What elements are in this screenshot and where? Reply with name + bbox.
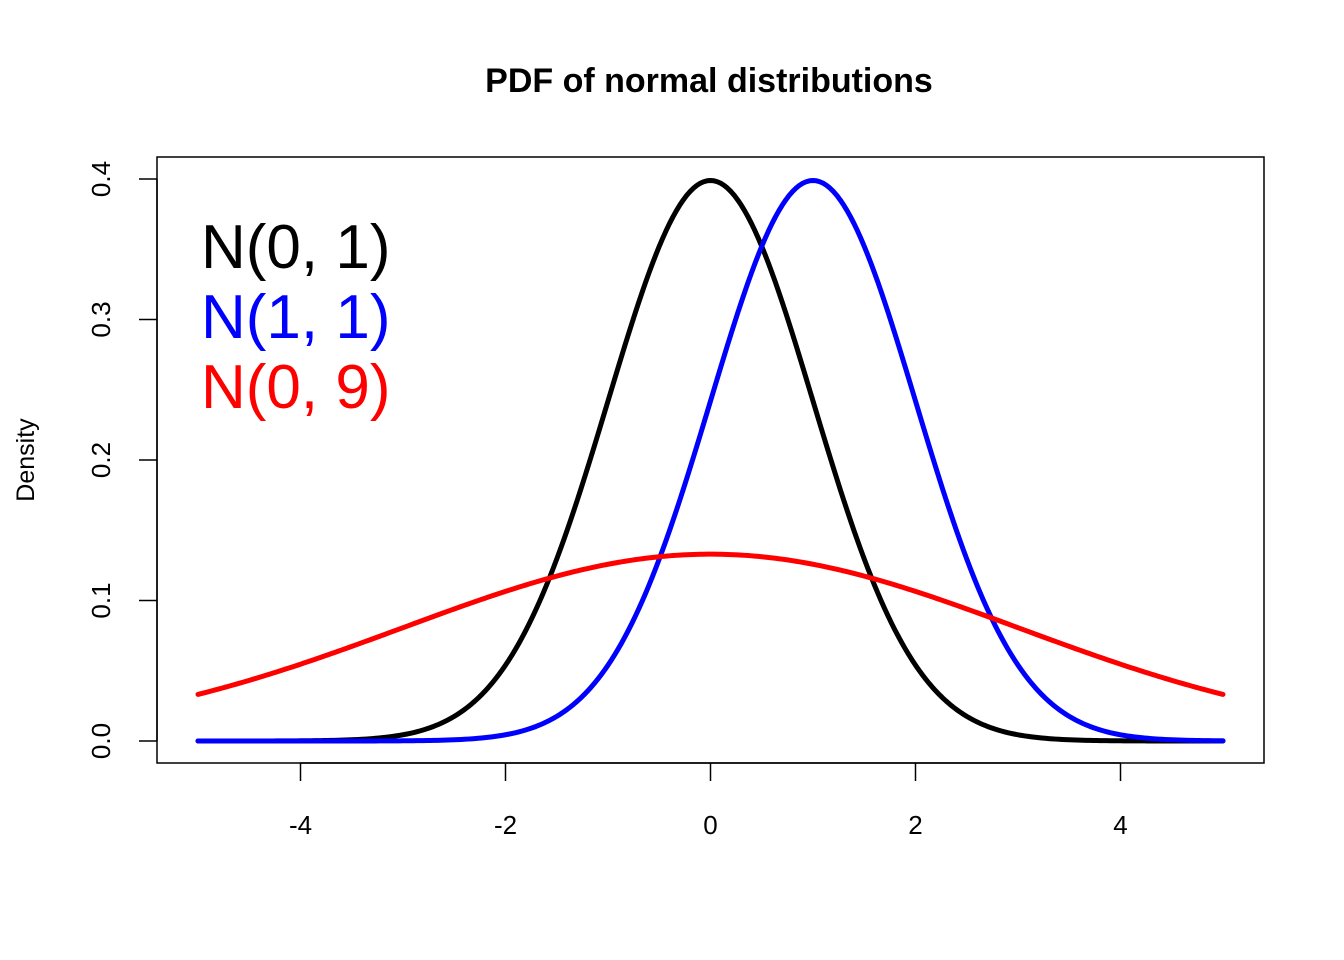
series-line-1 (195, 177, 1226, 744)
y-axis-label: Density (12, 418, 40, 502)
y-tick-label: 0.2 (86, 442, 116, 478)
y-tick-label: 0.3 (86, 301, 116, 337)
x-axis: -4 -2 0 2 4 (289, 762, 1128, 840)
x-tick-label: 0 (703, 810, 717, 840)
x-tick-label: -2 (494, 810, 517, 840)
legend-entry-2: N(0, 9) (201, 353, 390, 422)
x-tick-label: 2 (908, 810, 922, 840)
y-axis: 0.0 0.1 0.2 0.3 0.4 (86, 161, 158, 759)
y-tick-label: 0.4 (86, 161, 116, 197)
series-lines (195, 177, 1226, 744)
y-tick-label: 0.0 (86, 723, 116, 759)
chart-title: PDF of normal distributions (485, 62, 933, 100)
legend-entry-0: N(0, 1) (201, 213, 390, 282)
series-line-2 (195, 551, 1226, 697)
y-tick-label: 0.1 (86, 582, 116, 618)
x-tick-label: -4 (289, 810, 312, 840)
legend: N(0, 1)N(1, 1)N(0, 9) (201, 213, 390, 422)
x-tick-label: 4 (1113, 810, 1127, 840)
legend-entry-1: N(1, 1) (201, 283, 390, 352)
